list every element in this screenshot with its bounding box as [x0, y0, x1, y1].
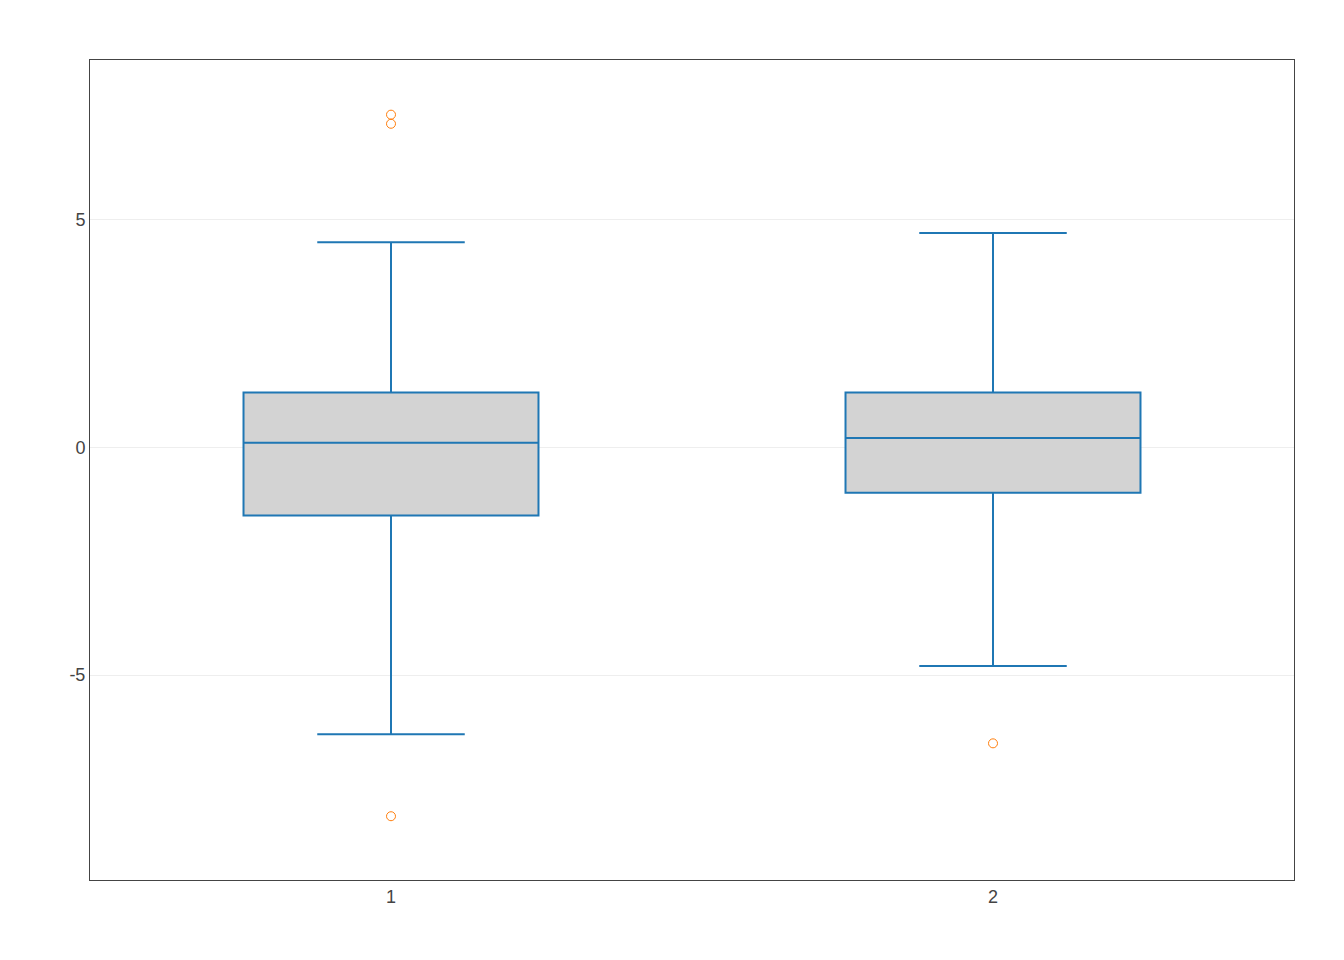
- svg-text:2: 2: [988, 887, 998, 907]
- svg-text:-5: -5: [69, 665, 85, 685]
- svg-text:0: 0: [75, 438, 85, 458]
- svg-text:1: 1: [386, 887, 396, 907]
- svg-text:5: 5: [75, 210, 85, 230]
